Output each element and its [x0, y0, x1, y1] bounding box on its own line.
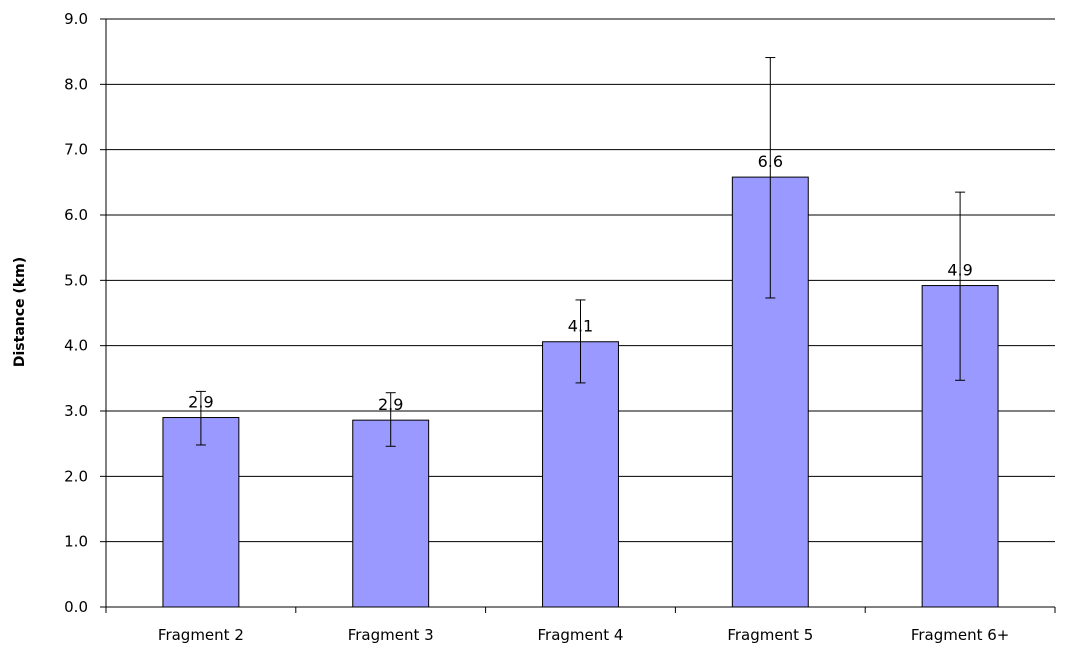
bar [352, 419, 430, 608]
data-labels: 2.9 2.9 4.1 6.6 4.9 [188, 152, 973, 414]
y-tick-label: 8.0 [64, 75, 88, 93]
x-axis-ticks: Fragment 2 Fragment 3 Fragment 4 Fragment 5… [105, 607, 1056, 644]
bar [162, 417, 240, 608]
data-label: 2.9 [188, 393, 213, 412]
gridlines [106, 18, 1055, 543]
y-tick-label: 0.0 [64, 598, 88, 616]
y-axis-ticks: 0.0 1.0 2.0 3.0 4.0 5.0 6.0 7.0 8.0 9.0 [64, 10, 106, 616]
y-tick-label: 9.0 [64, 10, 88, 28]
y-tick-label: 2.0 [64, 467, 88, 485]
y-tick-label: 3.0 [64, 402, 88, 420]
data-label: 2.9 [378, 395, 403, 414]
y-tick-label: 7.0 [64, 141, 88, 159]
data-label: 4.1 [568, 317, 593, 336]
y-axis-title: Distance (km) [12, 257, 28, 367]
y-tick-label: 1.0 [64, 533, 88, 551]
y-tick-label: 4.0 [64, 337, 88, 355]
x-tick-label: Fragment 5 [727, 626, 813, 644]
bars [162, 176, 999, 608]
y-tick-label: 6.0 [64, 206, 88, 224]
axes [105, 19, 1055, 608]
data-label: 6.6 [758, 152, 783, 171]
data-label: 4.9 [947, 261, 972, 280]
x-tick-label: Fragment 4 [538, 626, 624, 644]
x-tick-label: Fragment 6+ [911, 626, 1010, 644]
x-tick-label: Fragment 3 [348, 626, 434, 644]
y-tick-label: 5.0 [64, 271, 88, 289]
error-bars [195, 57, 966, 447]
x-tick-label: Fragment 2 [158, 626, 244, 644]
